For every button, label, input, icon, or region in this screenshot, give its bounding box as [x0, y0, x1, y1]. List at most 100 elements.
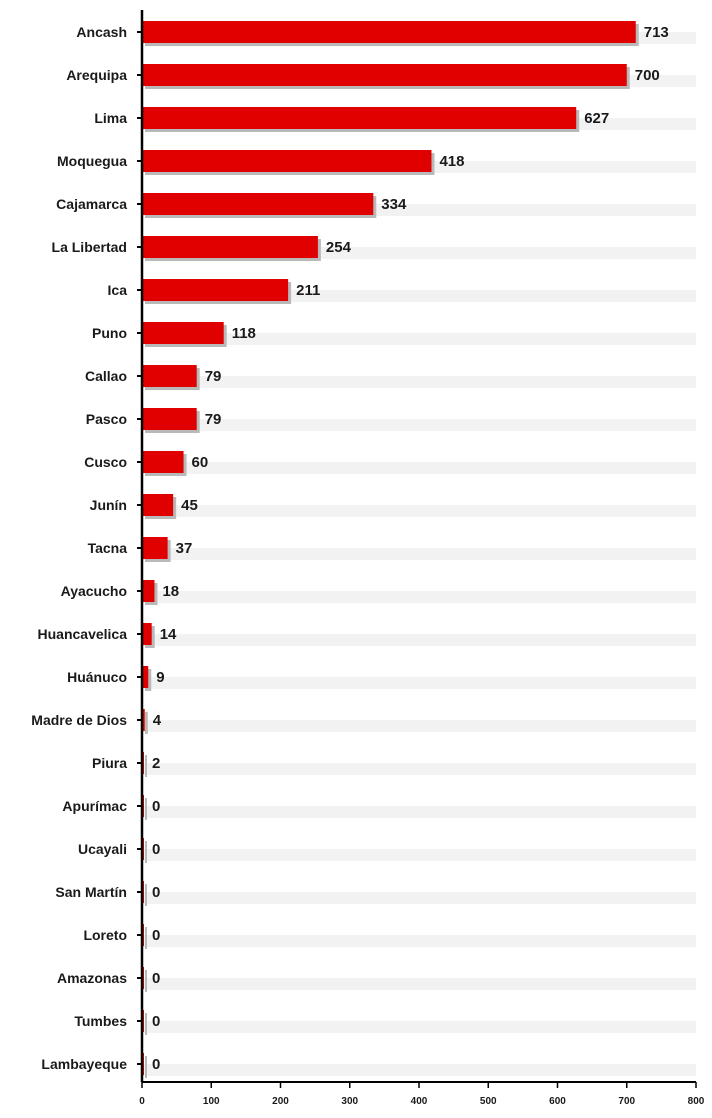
bar-r15: [142, 666, 149, 688]
category-label: Apurímac: [62, 798, 127, 814]
value-label: 60: [192, 454, 209, 471]
value-label: 0: [152, 798, 160, 815]
x-tick-label: 400: [411, 1096, 428, 1107]
category-label: Lima: [94, 110, 127, 126]
row-band-r12: [142, 548, 696, 560]
bar-shadow-r21: [145, 927, 147, 949]
category-label: Puno: [92, 325, 127, 341]
value-label: 211: [296, 282, 320, 299]
category-label: Loreto: [83, 927, 127, 943]
x-tick-label: 500: [480, 1096, 497, 1107]
value-label: 18: [162, 583, 179, 600]
row-band-r15: [142, 677, 696, 689]
value-label: 0: [152, 927, 160, 944]
category-label: Amazonas: [57, 970, 127, 986]
bar-r0: [142, 21, 636, 43]
category-label: Ayacucho: [61, 583, 127, 599]
category-label: Madre de Dios: [31, 712, 127, 728]
bar-r9: [142, 408, 197, 430]
category-label: Tacna: [88, 540, 128, 556]
value-label: 700: [635, 67, 660, 84]
value-label: 0: [152, 970, 160, 987]
category-label: Callao: [85, 368, 127, 384]
category-label: San Martín: [55, 884, 127, 900]
category-label: Ancash: [76, 24, 127, 40]
value-label: 0: [152, 841, 160, 858]
bar-r1: [142, 64, 627, 86]
value-label: 79: [205, 368, 222, 385]
row-band-r24: [142, 1064, 696, 1076]
value-label: 4: [153, 712, 162, 729]
row-band-r23: [142, 1021, 696, 1033]
row-band-r13: [142, 591, 696, 603]
bar-r2: [142, 107, 577, 129]
category-label: Tumbes: [74, 1013, 127, 1029]
category-label: Ica: [108, 282, 128, 298]
x-tick-label: 300: [341, 1096, 358, 1107]
bar-r10: [142, 451, 184, 473]
category-label: Arequipa: [66, 67, 127, 83]
value-label: 627: [584, 110, 609, 127]
bar-r3: [142, 150, 432, 172]
category-label: Pasco: [86, 411, 127, 427]
x-tick-label: 200: [272, 1096, 289, 1107]
bar-shadow-r17: [145, 755, 147, 777]
bar-r11: [142, 494, 174, 516]
category-label: Junín: [90, 497, 127, 513]
bar-shadow-r23: [145, 1013, 147, 1035]
bar-r4: [142, 193, 374, 215]
value-label: 14: [160, 626, 177, 643]
bar-r5: [142, 236, 318, 258]
row-band-r14: [142, 634, 696, 646]
x-tick-label: 700: [618, 1096, 635, 1107]
value-label: 254: [326, 239, 352, 256]
bar-r13: [142, 580, 155, 602]
bar-shadow-r24: [145, 1056, 147, 1078]
row-band-r7: [142, 333, 696, 345]
row-band-r11: [142, 505, 696, 517]
value-label: 0: [152, 1056, 160, 1073]
value-label: 45: [181, 497, 198, 514]
bar-shadow-r18: [145, 798, 147, 820]
bar-r7: [142, 322, 224, 344]
value-label: 418: [439, 153, 464, 170]
bar-shadow-r22: [145, 970, 147, 992]
category-label: Moquegua: [57, 153, 127, 169]
value-label: 334: [381, 196, 407, 213]
row-band-r17: [142, 763, 696, 775]
value-label: 79: [205, 411, 222, 428]
row-band-r10: [142, 462, 696, 474]
row-band-r16: [142, 720, 696, 732]
row-band-r18: [142, 806, 696, 818]
axes: [137, 10, 697, 1088]
row-bands: [142, 32, 696, 1076]
x-tick-label: 100: [203, 1096, 220, 1107]
value-label: 0: [152, 1013, 160, 1030]
bar-r14: [142, 623, 152, 645]
category-label: Cusco: [84, 454, 127, 470]
bar-r12: [142, 537, 168, 559]
row-band-r22: [142, 978, 696, 990]
bars: [142, 21, 639, 1078]
value-label: 118: [232, 325, 256, 342]
bar-r16: [142, 709, 145, 731]
value-label: 9: [156, 669, 164, 686]
category-label: Piura: [92, 755, 127, 771]
bar-shadow-r16: [145, 712, 148, 734]
row-band-r20: [142, 892, 696, 904]
x-tick-label: 800: [688, 1096, 705, 1107]
bar-r8: [142, 365, 197, 387]
category-label: Ucayali: [78, 841, 127, 857]
row-band-r19: [142, 849, 696, 861]
category-label: Huánuco: [67, 669, 127, 685]
category-label: Cajamarca: [56, 196, 127, 212]
category-label: Lambayeque: [41, 1056, 127, 1072]
bar-shadow-r19: [145, 841, 147, 863]
bar-r6: [142, 279, 289, 301]
x-tick-label: 600: [549, 1096, 566, 1107]
value-label: 713: [644, 24, 669, 41]
bar-shadow-r20: [145, 884, 147, 906]
